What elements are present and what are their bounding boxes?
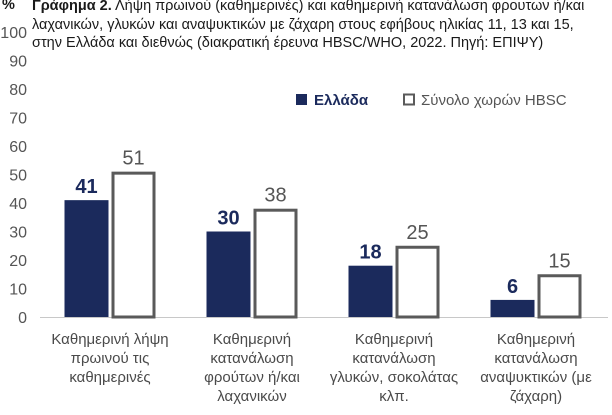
legend-label-1: Σύνολο χωρών HBSC: [421, 92, 567, 109]
y-tick-label: 50: [9, 168, 27, 185]
x-tick-label-3-0: Καθημερινή: [497, 331, 575, 348]
y-tick-label: 40: [9, 196, 27, 213]
x-tick-label-2-2: γλυκών, σοκολάτας: [330, 369, 458, 386]
chart-title: Γράφημα 2. Λήψη πρωινού (καθημερινές) κα…: [32, 0, 602, 53]
bar-0-0: [64, 200, 109, 317]
y-tick-label: 10: [9, 282, 27, 299]
bar-1-0: [111, 171, 156, 319]
bar-0-3: [490, 299, 535, 317]
data-label-0-1: 30: [217, 208, 239, 230]
data-label-0-3: 6: [507, 276, 518, 298]
x-tick-label-0-2: καθημερινές: [69, 369, 150, 386]
y-tick-label: 20: [9, 253, 27, 270]
x-tick-label-2-0: Καθημερινή: [355, 331, 433, 348]
y-tick-label: 80: [9, 82, 27, 99]
y-tick-label: 0: [18, 310, 27, 327]
bar-0-1: [206, 231, 251, 317]
x-tick-label-2-1: κατανάλωση: [352, 350, 435, 367]
x-tick-label-1-0: Καθημερινή: [213, 331, 291, 348]
bar-1-1: [253, 208, 298, 319]
y-axis-unit: %: [2, 0, 15, 13]
y-tick-label: 100: [0, 25, 27, 42]
x-tick-label-0-1: πρωινού τις: [71, 350, 150, 367]
x-tick-label-2-3: κλπ.: [379, 388, 409, 405]
bar-0-2: [348, 265, 393, 317]
bar-1-2: [395, 245, 440, 319]
x-tick-label-1-3: λαχανικών: [217, 388, 286, 405]
x-tick-label-1-1: κατανάλωση: [210, 350, 293, 367]
data-label-0-2: 18: [359, 242, 381, 264]
x-tick-label-0-0: Καθημερινή λήψη: [51, 331, 168, 348]
data-label-0-0: 41: [75, 176, 97, 198]
chart-title-text: Λήψη πρωινού (καθημερινές) και καθημεριν…: [32, 0, 585, 51]
legend-swatch-0: [296, 94, 307, 105]
chart-title-prefix: Γράφημα 2.: [32, 0, 112, 14]
data-label-1-0: 51: [122, 148, 144, 170]
bar-1-3: [537, 274, 582, 319]
x-tick-label-3-1: κατανάλωση: [494, 350, 577, 367]
data-label-1-2: 25: [406, 222, 428, 244]
x-tick-label-1-2: φρούτων ή/και: [204, 369, 300, 386]
legend-label-0: Ελλάδα: [314, 92, 369, 109]
data-label-1-3: 15: [548, 250, 570, 272]
legend-swatch-1: [403, 93, 415, 106]
data-label-1-1: 38: [264, 185, 286, 207]
x-tick-label-3-2: αναψυκτικών (με: [480, 369, 592, 386]
x-tick-label-3-3: ζάχαρη): [510, 388, 562, 405]
y-tick-label: 30: [9, 225, 27, 242]
y-tick-label: 90: [9, 54, 27, 71]
y-tick-label: 70: [9, 111, 27, 128]
y-tick-label: 60: [9, 139, 27, 156]
